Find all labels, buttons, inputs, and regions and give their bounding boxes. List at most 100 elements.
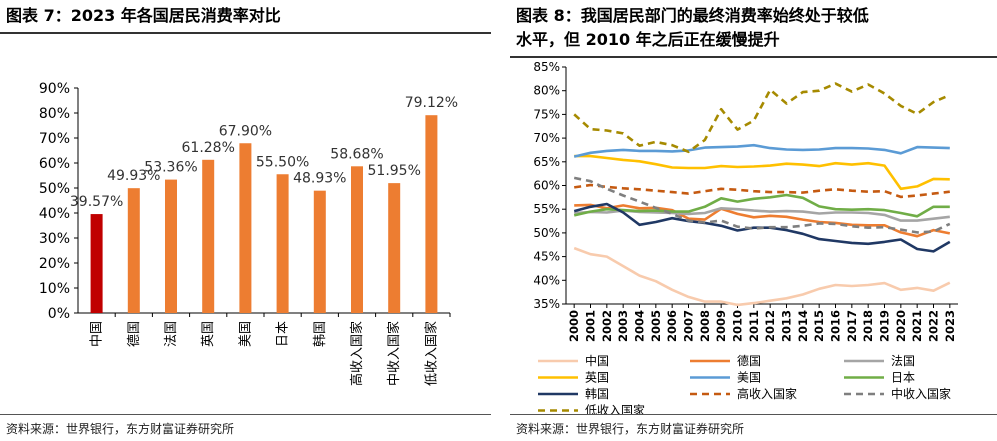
x-tick-label: 韩国	[313, 321, 328, 347]
series-line	[573, 143, 950, 158]
line-chart-panel: 图表 8：我国居民部门的最终消费率始终处于较低 水平，但 2010 年之后正在缓…	[510, 0, 997, 441]
title-rule	[0, 32, 491, 34]
series-line	[573, 82, 951, 154]
x-tick-label: 2011	[747, 310, 761, 342]
legend-label: 日本	[891, 371, 915, 385]
data-label: 55.50%	[256, 154, 309, 170]
x-tick-label: 法国	[164, 321, 179, 347]
legend-label: 中国	[585, 353, 609, 368]
legend-label: 高收入国家	[737, 386, 797, 401]
y-tick-label: 70%	[39, 131, 70, 147]
y-tick-label: 40%	[533, 273, 560, 287]
data-label: 48.93%	[293, 171, 346, 187]
y-tick-label: 10%	[39, 281, 70, 297]
bar	[239, 143, 252, 313]
y-tick-label: 60%	[533, 179, 560, 193]
x-tick-label: 2003	[616, 310, 630, 342]
bar	[127, 188, 140, 313]
y-tick-label: 55%	[533, 202, 560, 216]
x-tick-label: 2006	[665, 310, 679, 342]
x-tick-label: 2023	[943, 310, 957, 342]
y-tick-label: 45%	[533, 250, 560, 264]
bar	[276, 174, 289, 313]
x-tick-label: 高收入国家	[349, 321, 365, 386]
data-label: 61.28%	[182, 140, 235, 156]
y-tick-label: 50%	[39, 181, 70, 197]
y-tick-label: 90%	[39, 81, 70, 97]
line-chart-title-line2: 水平，但 2010 年之后正在缓慢提升	[516, 30, 780, 49]
x-tick-label: 中收入国家	[386, 321, 402, 386]
bar	[388, 183, 401, 313]
x-tick-label: 2002	[600, 310, 614, 342]
bar	[165, 179, 177, 313]
series-line	[573, 246, 951, 307]
legend-label: 德国	[737, 353, 761, 368]
x-tick-label: 2009	[714, 310, 728, 342]
series-line	[573, 193, 950, 218]
x-tick-label: 2008	[698, 310, 712, 342]
bar	[351, 166, 363, 313]
bar	[313, 190, 326, 313]
x-tick-label: 2010	[731, 310, 745, 342]
x-tick-label: 2020	[894, 310, 908, 342]
x-tick-label: 2022	[927, 310, 941, 342]
legend-label: 中收入国家	[891, 386, 951, 401]
x-tick-label: 2000	[567, 310, 581, 342]
source-rule	[510, 414, 997, 415]
y-tick-label: 75%	[533, 107, 560, 121]
data-label: 53.36%	[144, 160, 197, 176]
bar-chart: 0% 10% 20% 30% 40% 50% 60% 70% 80% 90% 39.57% 中国 49.…	[39, 81, 458, 386]
x-tick-label: 2007	[682, 310, 696, 342]
line-chart: 35%40%45%50%55%60%65%70%75%80%85%2000 200…	[533, 60, 958, 415]
data-label: 39.57%	[70, 194, 123, 210]
y-tick-label: 30%	[39, 231, 70, 247]
title-rule	[510, 56, 997, 58]
y-tick-label: 35%	[533, 297, 560, 311]
x-tick-label: 日本	[276, 321, 291, 347]
line-chart-source: 资料来源：世界银行，东方财富证券研究所	[516, 422, 745, 436]
bar-chart-title: 图表 7：2023 年各国居民消费率对比	[6, 6, 281, 25]
x-tick-label: 2004	[633, 310, 647, 342]
line-chart-title-line1: 图表 8：我国居民部门的最终消费率始终处于较低	[516, 6, 869, 25]
y-tick-label: 50%	[533, 226, 560, 240]
data-label: 58.68%	[330, 146, 383, 162]
x-tick-label: 2021	[910, 310, 924, 342]
y-tick-label: 65%	[533, 155, 560, 169]
x-tick-label: 2016	[829, 310, 843, 342]
y-tick-label: 70%	[533, 131, 560, 145]
source-rule	[0, 414, 491, 415]
x-tick-label: 2017	[845, 310, 859, 342]
x-tick-label: 2012	[763, 310, 777, 342]
y-tick-label: 80%	[533, 84, 560, 98]
y-tick-label: 40%	[39, 206, 70, 222]
x-tick-label: 英国	[201, 321, 216, 347]
legend-label: 美国	[737, 371, 761, 385]
series-line	[573, 176, 951, 234]
bar	[202, 159, 215, 313]
x-tick-label: 2001	[584, 310, 598, 342]
legend-label: 英国	[585, 371, 609, 385]
data-label: 67.90%	[219, 123, 272, 139]
bar-chart-panel: 图表 7：2023 年各国居民消费率对比 0% 10% 20% 30% 40% 50% 60…	[0, 0, 491, 441]
x-tick-label: 美国	[238, 321, 253, 347]
legend-label: 低收入国家	[585, 403, 645, 415]
legend-label: 韩国	[585, 386, 609, 401]
series-line	[574, 154, 950, 191]
x-tick-label: 2013	[780, 310, 794, 342]
series-line	[574, 183, 950, 199]
y-tick-label: 80%	[39, 106, 70, 122]
y-tick-label: 20%	[39, 256, 70, 272]
y-tick-label: 85%	[533, 60, 560, 74]
data-label: 49.93%	[107, 168, 160, 184]
x-tick-label: 中国	[90, 321, 105, 347]
legend-label: 法国	[891, 354, 915, 368]
x-tick-label: 2019	[878, 310, 892, 342]
x-tick-label: 2015	[812, 310, 826, 342]
series-line	[574, 203, 951, 238]
bar-chart-source: 资料来源：世界银行，东方财富证券研究所	[6, 422, 235, 436]
x-tick-label: 德国	[127, 321, 142, 347]
bar	[425, 115, 438, 313]
data-label: 79.12%	[405, 95, 458, 111]
bar	[90, 214, 103, 313]
y-tick-label: 60%	[39, 156, 70, 172]
